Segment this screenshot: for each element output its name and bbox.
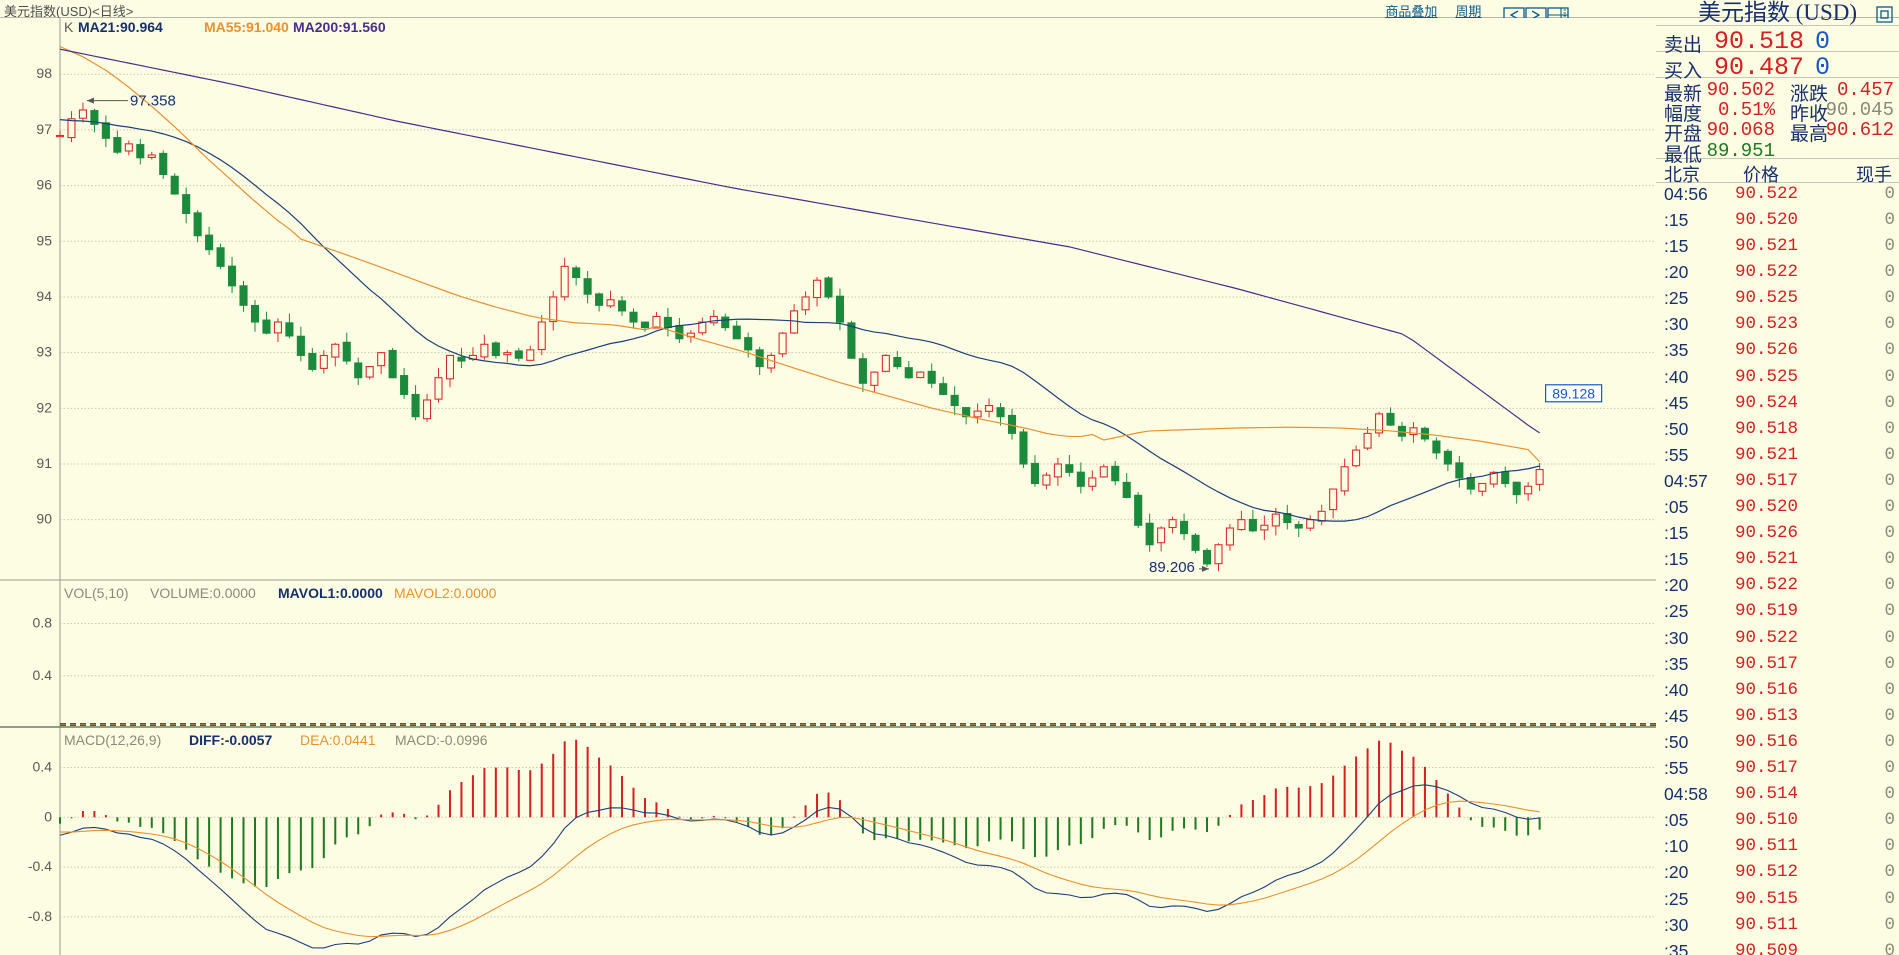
svg-text:0.4: 0.4 — [33, 758, 53, 774]
svg-text:93: 93 — [36, 344, 52, 360]
svg-text:-0.8: -0.8 — [28, 908, 52, 924]
svg-text:VOLUME:0.0000: VOLUME:0.0000 — [150, 585, 256, 601]
svg-text:0: 0 — [44, 808, 52, 824]
svg-text:MAVOL2:0.0000: MAVOL2:0.0000 — [394, 585, 497, 601]
svg-text:94: 94 — [36, 288, 52, 304]
svg-text:98: 98 — [36, 65, 52, 81]
svg-text:92: 92 — [36, 399, 52, 415]
svg-text:MA21:90.964: MA21:90.964 — [78, 19, 163, 35]
svg-text:0.8: 0.8 — [33, 615, 53, 631]
svg-text:90: 90 — [36, 511, 52, 527]
svg-text:MACD(12,26,9): MACD(12,26,9) — [64, 732, 161, 748]
svg-text:96: 96 — [36, 177, 52, 193]
svg-text:DEA:0.0441: DEA:0.0441 — [300, 732, 376, 748]
svg-text:89.128: 89.128 — [1552, 385, 1595, 401]
svg-text:97.358: 97.358 — [130, 93, 176, 110]
svg-text:95: 95 — [36, 232, 52, 248]
svg-text:K: K — [64, 19, 74, 35]
svg-text:MAVOL1:0.0000: MAVOL1:0.0000 — [278, 585, 383, 601]
svg-text:MACD:-0.0996: MACD:-0.0996 — [395, 732, 488, 748]
svg-text:MA55:91.040: MA55:91.040 — [204, 19, 289, 35]
svg-text:VOL(5,10): VOL(5,10) — [64, 585, 129, 601]
svg-text:MA200:91.560: MA200:91.560 — [293, 19, 386, 35]
svg-text:0.4: 0.4 — [33, 667, 53, 683]
svg-text:DIFF:-0.0057: DIFF:-0.0057 — [189, 732, 272, 748]
svg-text:89.206: 89.206 — [1149, 559, 1195, 576]
svg-text:97: 97 — [36, 121, 52, 137]
svg-text:-0.4: -0.4 — [28, 858, 52, 874]
svg-text:91: 91 — [36, 455, 52, 471]
